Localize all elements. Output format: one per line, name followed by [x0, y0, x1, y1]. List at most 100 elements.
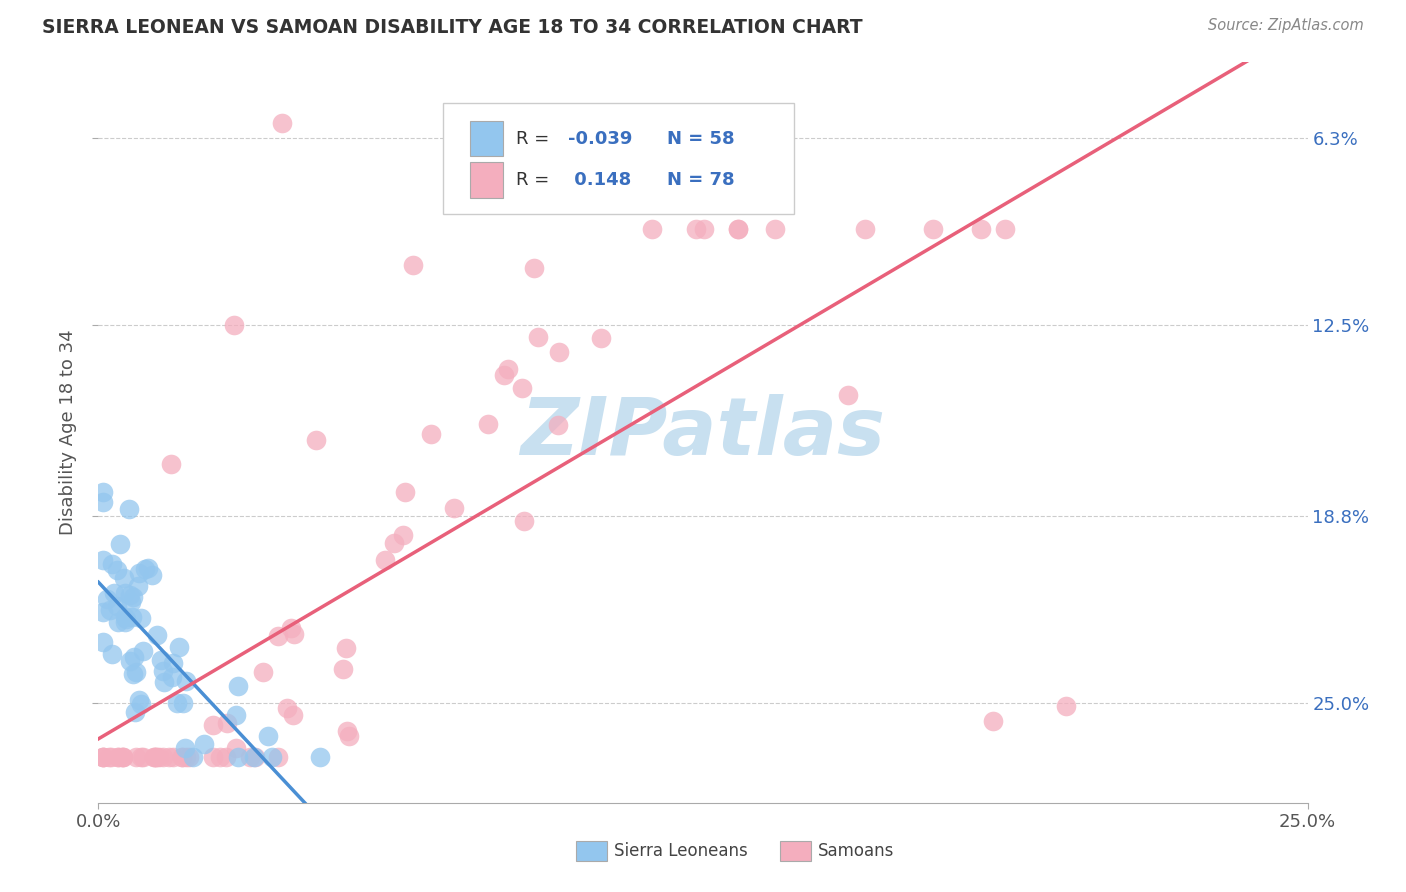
Point [152, 664, 174, 678]
Point [129, 750, 152, 764]
Point [107, 750, 129, 764]
Point [114, 609, 136, 624]
Point [209, 750, 232, 764]
Point [280, 622, 302, 636]
Point [91, 553, 114, 567]
Point [91, 605, 114, 619]
Point [271, 116, 294, 130]
Point [477, 417, 499, 432]
Point [281, 707, 304, 722]
Point [177, 750, 200, 764]
Point [496, 361, 519, 376]
Point [402, 258, 425, 272]
Text: 0.148: 0.148 [568, 171, 631, 189]
Point [267, 629, 290, 643]
FancyBboxPatch shape [470, 121, 503, 156]
Point [419, 426, 441, 441]
Point [127, 579, 149, 593]
Point [172, 696, 194, 710]
Point [152, 750, 174, 764]
Point [114, 615, 136, 629]
Point [969, 221, 991, 235]
Point [128, 566, 150, 580]
Point [125, 750, 148, 764]
Point [120, 655, 142, 669]
FancyBboxPatch shape [443, 103, 793, 214]
Point [267, 750, 290, 764]
Point [143, 750, 166, 764]
Point [134, 561, 156, 575]
Point [693, 221, 716, 235]
Point [118, 588, 141, 602]
Point [922, 221, 945, 235]
Point [91, 750, 114, 764]
Point [305, 433, 328, 447]
Point [335, 641, 357, 656]
Point [149, 652, 172, 666]
Point [685, 221, 707, 235]
Point [131, 611, 153, 625]
Point [252, 665, 274, 680]
Point [141, 568, 163, 582]
Point [276, 700, 298, 714]
Point [262, 750, 284, 764]
Point [243, 750, 266, 764]
Point [394, 484, 416, 499]
Point [162, 750, 184, 764]
Point [283, 627, 305, 641]
Point [107, 750, 129, 764]
Text: Sierra Leoneans: Sierra Leoneans [614, 842, 748, 860]
Point [374, 552, 396, 566]
Point [174, 741, 197, 756]
Point [160, 670, 183, 684]
Text: SIERRA LEONEAN VS SAMOAN DISABILITY AGE 18 TO 34 CORRELATION CHART: SIERRA LEONEAN VS SAMOAN DISABILITY AGE … [42, 18, 863, 37]
Text: Source: ZipAtlas.com: Source: ZipAtlas.com [1208, 18, 1364, 33]
Point [174, 750, 197, 764]
Text: R =: R = [516, 171, 554, 189]
Point [727, 221, 749, 235]
Point [148, 750, 170, 764]
Point [100, 557, 122, 571]
Point [174, 673, 197, 688]
Point [114, 586, 136, 600]
Point [215, 716, 238, 731]
Text: N = 78: N = 78 [666, 171, 734, 189]
Text: R =: R = [516, 129, 554, 148]
Point [122, 650, 145, 665]
Text: ZIPatlas: ZIPatlas [520, 393, 886, 472]
Point [118, 502, 141, 516]
Point [98, 603, 121, 617]
Point [167, 640, 190, 655]
Point [256, 729, 278, 743]
Point [111, 750, 134, 764]
Text: Samoans: Samoans [818, 842, 894, 860]
Point [527, 330, 550, 344]
Point [146, 628, 169, 642]
Text: -0.039: -0.039 [568, 129, 631, 148]
Point [91, 634, 114, 648]
Point [145, 750, 167, 764]
Point [981, 714, 1004, 729]
Point [837, 388, 859, 402]
Point [160, 458, 183, 472]
Point [335, 724, 357, 739]
Point [142, 750, 165, 764]
Point [103, 586, 125, 600]
Point [125, 665, 148, 679]
Point [337, 729, 360, 743]
Point [96, 592, 118, 607]
Point [122, 667, 145, 681]
Point [128, 693, 150, 707]
Point [853, 221, 876, 235]
Point [589, 331, 612, 345]
Point [392, 528, 415, 542]
Point [132, 644, 155, 658]
Point [201, 717, 224, 731]
FancyBboxPatch shape [470, 162, 503, 198]
Point [1054, 699, 1077, 714]
Point [170, 750, 193, 764]
Point [994, 221, 1017, 235]
Point [107, 615, 129, 630]
Point [112, 571, 135, 585]
Point [101, 647, 124, 661]
